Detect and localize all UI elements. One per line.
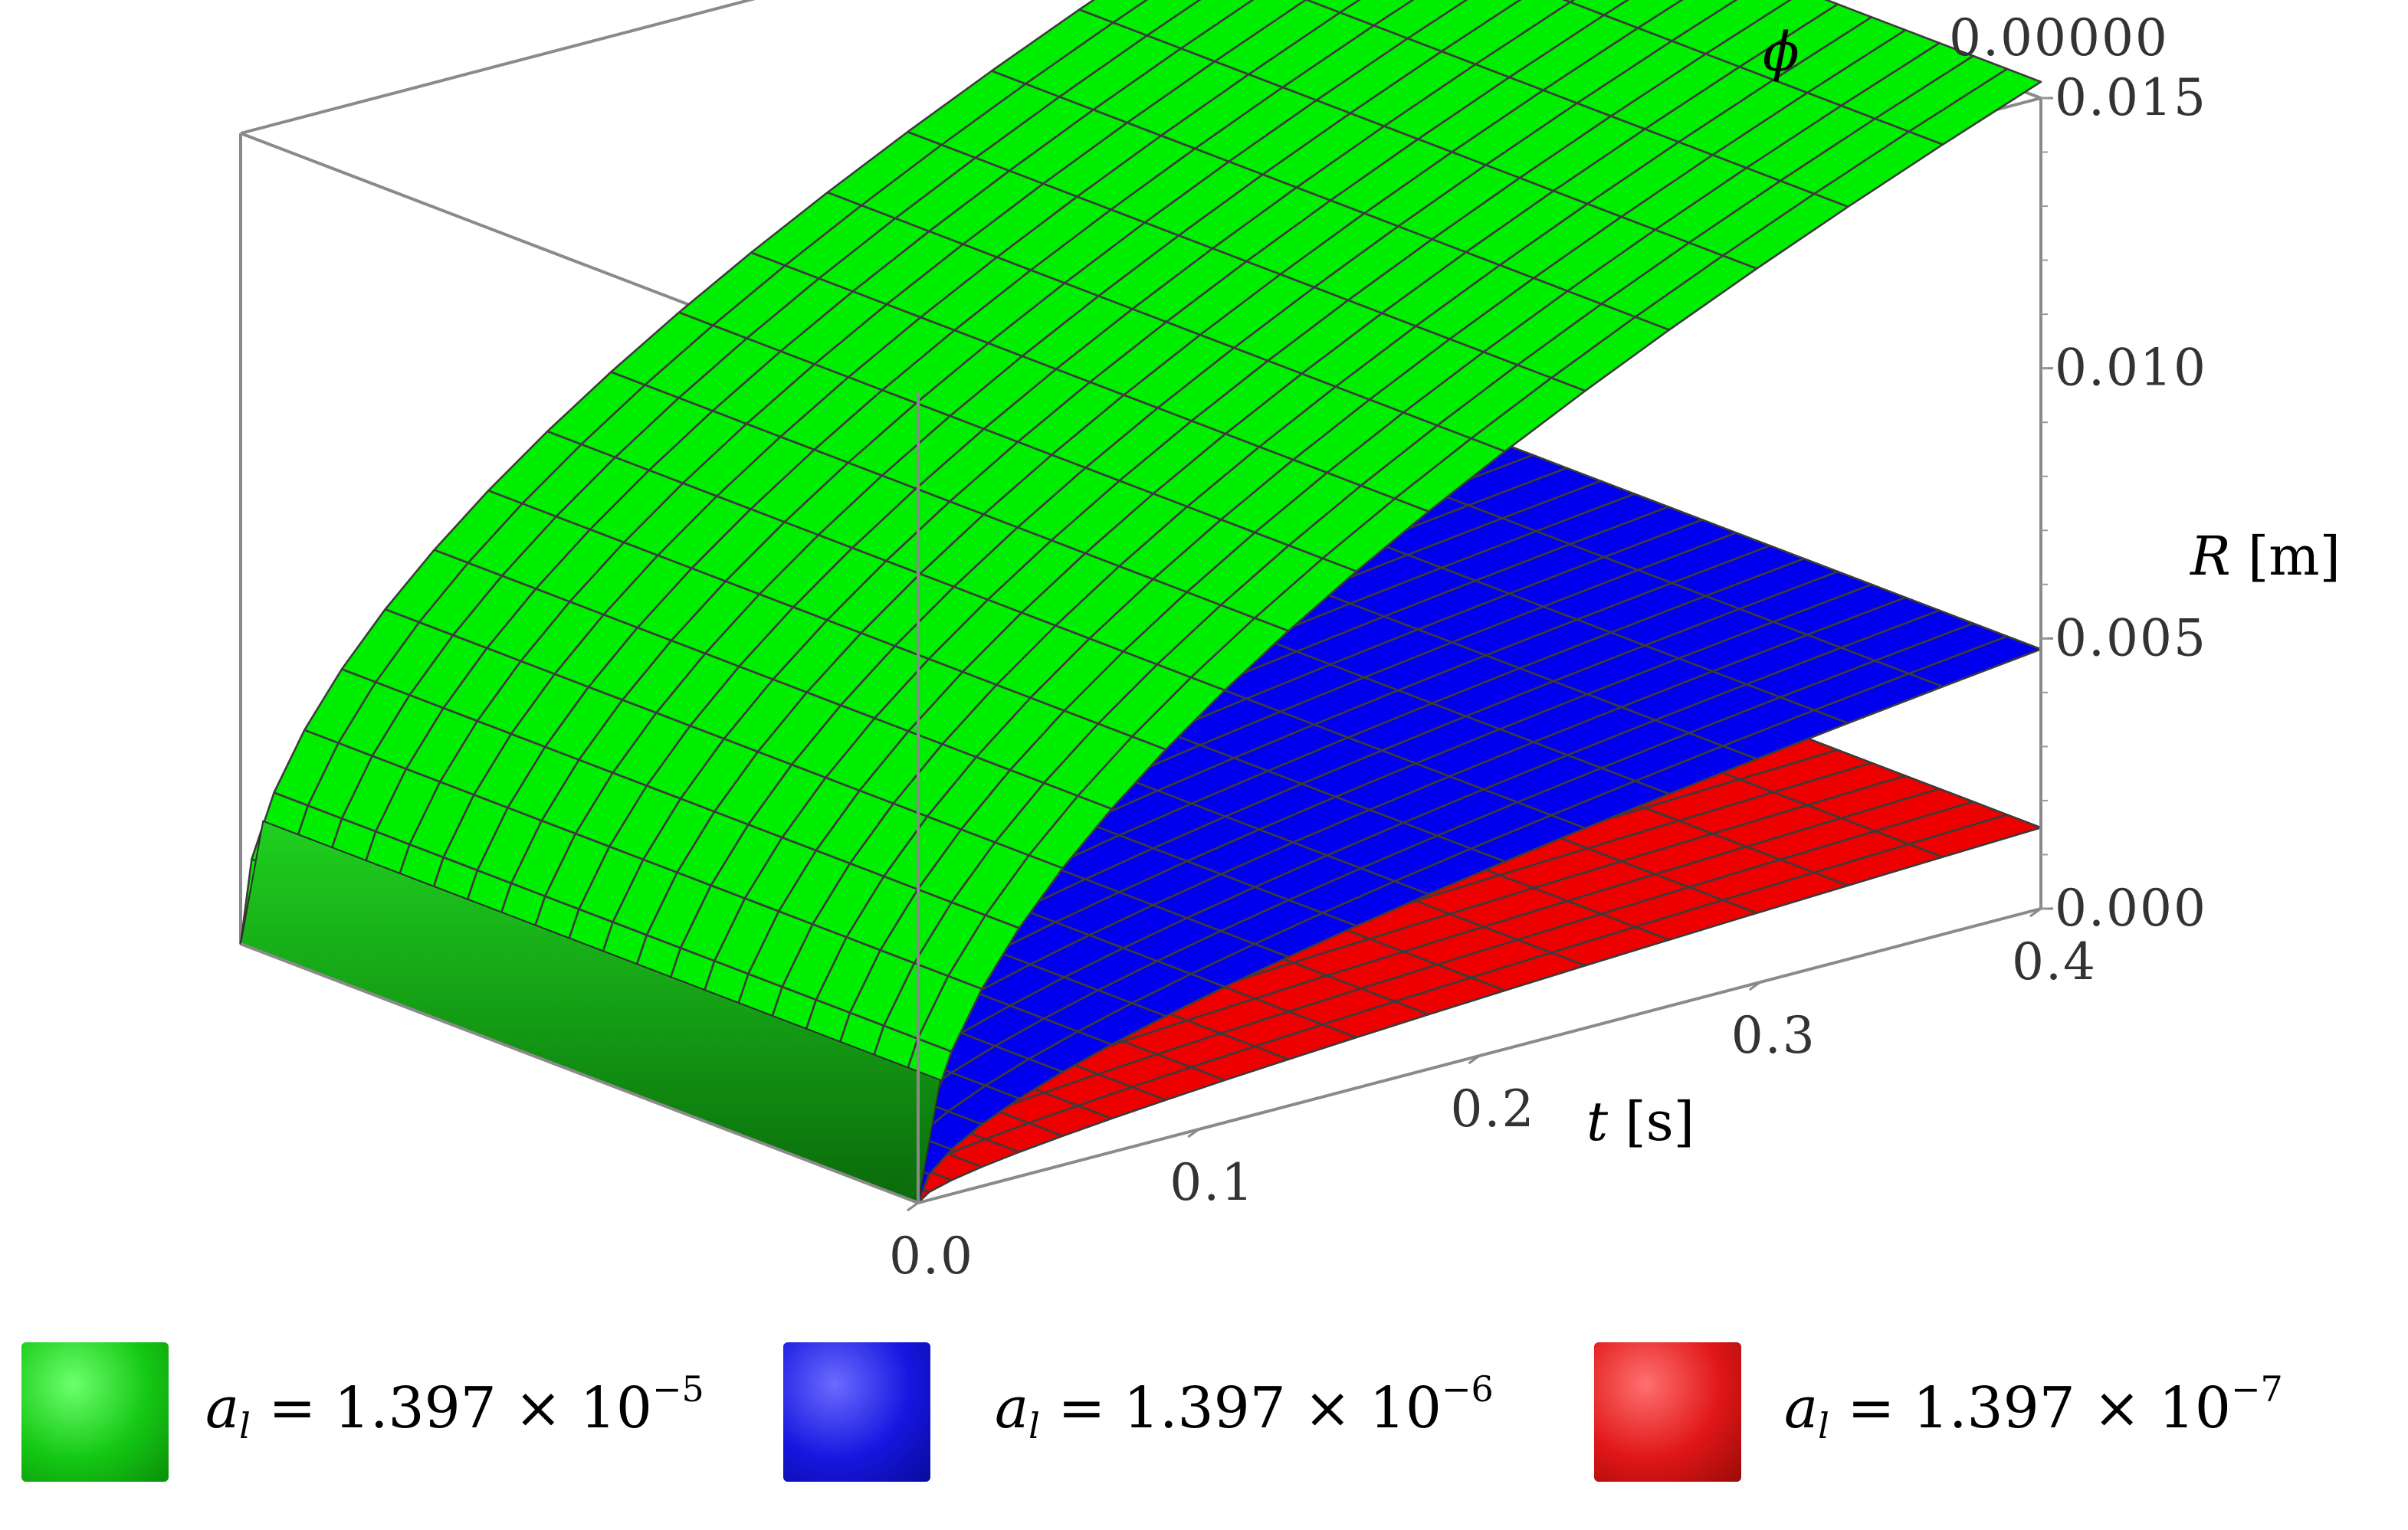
- t-tick-mark: [2029, 907, 2042, 918]
- surface-cell: [1671, 0, 1793, 55]
- axis-ticks: 0.00.10.20.30.40.000000.000050.000100.00…: [889, 8, 2207, 1286]
- y-axis-label: ϕ: [1763, 21, 1799, 84]
- r-tick-label: 0.010: [2055, 339, 2207, 398]
- t-tick-label: 0.3: [1731, 1006, 1816, 1065]
- surface-cell: [1078, 0, 1149, 24]
- surface-cell: [1704, 0, 1839, 68]
- legend-item-green: al = 1.397 × 10−5: [21, 1333, 757, 1494]
- t-tick-mark: [1748, 981, 1761, 991]
- surface-cell: [1406, 0, 1522, 53]
- t-tick-mark: [907, 1201, 919, 1212]
- t-tick-label: 0.4: [2012, 932, 2097, 991]
- z-axis-label: R [m]: [2189, 525, 2341, 588]
- surface-cell: [1373, 0, 1468, 40]
- r-tick-label: 0.005: [2055, 608, 2207, 667]
- surface-cell: [1179, 0, 1307, 63]
- legend-label-red: al = 1.397 × 10−7: [1784, 1368, 2283, 1446]
- box-edge: [240, 0, 756, 135]
- legend-swatch-green: [21, 1342, 169, 1482]
- legend-swatch-blue: [783, 1342, 930, 1482]
- t-tick-label: 0.0: [889, 1227, 974, 1286]
- surface-cell: [1305, 0, 1361, 14]
- legend-item-blue: al = 1.397 × 10−6: [783, 1333, 1550, 1494]
- phi-tick-label: 0.00000: [1949, 8, 2169, 67]
- surface-cell: [1339, 0, 1415, 27]
- legend-item-red: al = 1.397 × 10−7: [1594, 1333, 2391, 1494]
- r-tick-label: 0.015: [2055, 68, 2207, 127]
- surface-cell: [1213, 0, 1341, 76]
- surface-cell: [1146, 0, 1255, 50]
- t-tick-label: 0.1: [1170, 1153, 1255, 1212]
- legend: al = 1.397 × 10−5 al = 1.397 × 10−6 al =…: [0, 1333, 2408, 1530]
- box-edge: [240, 942, 919, 1204]
- surface-cell: [1569, 0, 1630, 16]
- surface-cell: [1440, 0, 1572, 66]
- legend-label-green: al = 1.397 × 10−5: [205, 1368, 704, 1446]
- surface-cell: [1562, 0, 1576, 4]
- surface-cell: [1636, 0, 1738, 42]
- t-tick-label: 0.2: [1451, 1080, 1536, 1138]
- surface-cell: [1603, 0, 1684, 29]
- legend-swatch-red: [1594, 1342, 1741, 1482]
- r-tick-label: 0.000: [2055, 879, 2207, 938]
- legend-label-blue: al = 1.397 × 10−6: [995, 1368, 1494, 1446]
- x-axis-label: t [s]: [1586, 1090, 1694, 1153]
- t-tick-mark: [1187, 1128, 1200, 1138]
- t-tick-mark: [1468, 1054, 1481, 1065]
